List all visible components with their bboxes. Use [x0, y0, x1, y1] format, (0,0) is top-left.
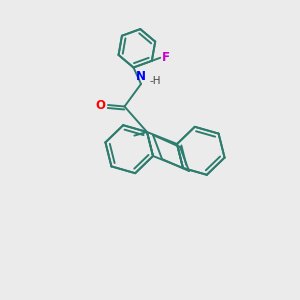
Text: F: F: [162, 51, 170, 64]
Text: N: N: [136, 70, 146, 83]
Text: -H: -H: [150, 76, 161, 86]
Text: O: O: [95, 98, 105, 112]
